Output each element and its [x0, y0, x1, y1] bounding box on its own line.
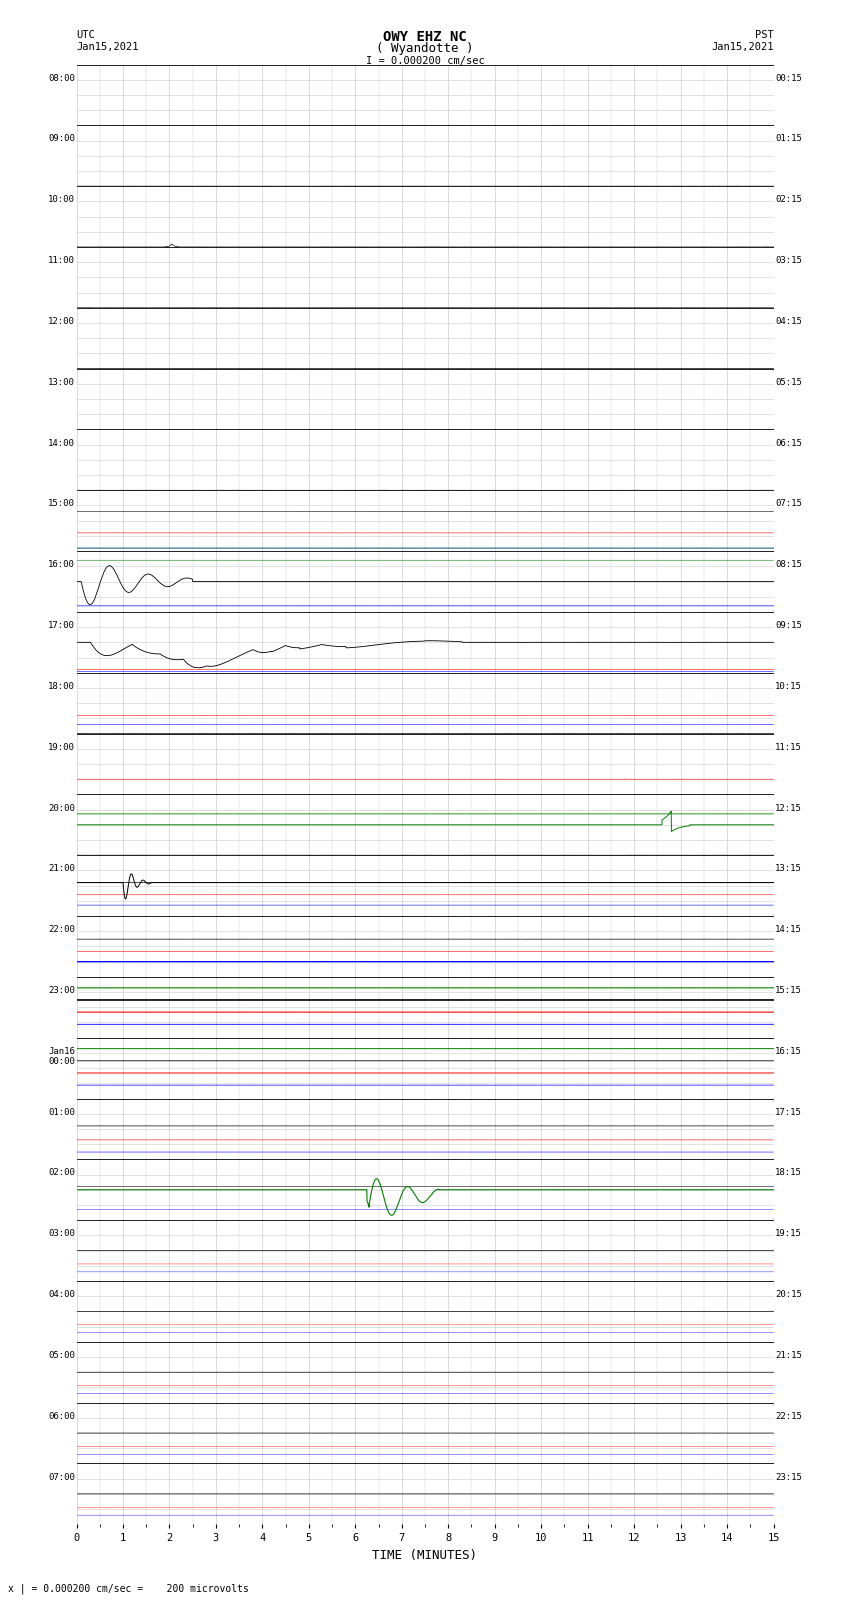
- Text: 02:15: 02:15: [775, 195, 802, 205]
- Text: 07:00: 07:00: [48, 1473, 75, 1482]
- Text: 17:15: 17:15: [775, 1108, 802, 1116]
- Text: 01:15: 01:15: [775, 134, 802, 144]
- Text: 01:00: 01:00: [48, 1108, 75, 1116]
- Text: 09:15: 09:15: [775, 621, 802, 631]
- Text: Jan16
00:00: Jan16 00:00: [48, 1047, 75, 1066]
- Text: 03:15: 03:15: [775, 256, 802, 265]
- Text: 18:00: 18:00: [48, 682, 75, 690]
- Text: x | = 0.000200 cm/sec =    200 microvolts: x | = 0.000200 cm/sec = 200 microvolts: [8, 1582, 249, 1594]
- Text: 23:15: 23:15: [775, 1473, 802, 1482]
- Text: 21:15: 21:15: [775, 1352, 802, 1360]
- Text: 08:15: 08:15: [775, 560, 802, 569]
- Text: 10:00: 10:00: [48, 195, 75, 205]
- Text: 19:00: 19:00: [48, 742, 75, 752]
- Text: I = 0.000200 cm/sec: I = 0.000200 cm/sec: [366, 56, 484, 66]
- Text: 18:15: 18:15: [775, 1168, 802, 1177]
- Text: 22:00: 22:00: [48, 926, 75, 934]
- Text: OWY EHZ NC: OWY EHZ NC: [383, 29, 467, 44]
- Text: 04:00: 04:00: [48, 1290, 75, 1298]
- Text: 21:00: 21:00: [48, 865, 75, 873]
- Text: 14:15: 14:15: [775, 926, 802, 934]
- X-axis label: TIME (MINUTES): TIME (MINUTES): [372, 1548, 478, 1561]
- Text: 12:00: 12:00: [48, 316, 75, 326]
- Text: 07:15: 07:15: [775, 500, 802, 508]
- Text: 11:00: 11:00: [48, 256, 75, 265]
- Text: Jan15,2021: Jan15,2021: [76, 42, 139, 52]
- Text: 02:00: 02:00: [48, 1168, 75, 1177]
- Text: Jan15,2021: Jan15,2021: [711, 42, 774, 52]
- Text: 22:15: 22:15: [775, 1411, 802, 1421]
- Text: 17:00: 17:00: [48, 621, 75, 631]
- Text: 03:00: 03:00: [48, 1229, 75, 1239]
- Text: 09:00: 09:00: [48, 134, 75, 144]
- Text: ( Wyandotte ): ( Wyandotte ): [377, 42, 473, 55]
- Text: 04:15: 04:15: [775, 316, 802, 326]
- Text: 06:00: 06:00: [48, 1411, 75, 1421]
- Text: 15:00: 15:00: [48, 500, 75, 508]
- Text: 13:15: 13:15: [775, 865, 802, 873]
- Text: PST: PST: [755, 31, 774, 40]
- Text: 20:00: 20:00: [48, 803, 75, 813]
- Text: 11:15: 11:15: [775, 742, 802, 752]
- Text: 05:15: 05:15: [775, 377, 802, 387]
- Text: 20:15: 20:15: [775, 1290, 802, 1298]
- Text: 14:00: 14:00: [48, 439, 75, 447]
- Text: 16:00: 16:00: [48, 560, 75, 569]
- Text: 05:00: 05:00: [48, 1352, 75, 1360]
- Text: 12:15: 12:15: [775, 803, 802, 813]
- Text: 00:15: 00:15: [775, 74, 802, 82]
- Text: UTC: UTC: [76, 31, 95, 40]
- Text: 10:15: 10:15: [775, 682, 802, 690]
- Text: 23:00: 23:00: [48, 986, 75, 995]
- Text: 06:15: 06:15: [775, 439, 802, 447]
- Text: 16:15: 16:15: [775, 1047, 802, 1057]
- Text: 13:00: 13:00: [48, 377, 75, 387]
- Text: 08:00: 08:00: [48, 74, 75, 82]
- Text: 19:15: 19:15: [775, 1229, 802, 1239]
- Text: 15:15: 15:15: [775, 986, 802, 995]
